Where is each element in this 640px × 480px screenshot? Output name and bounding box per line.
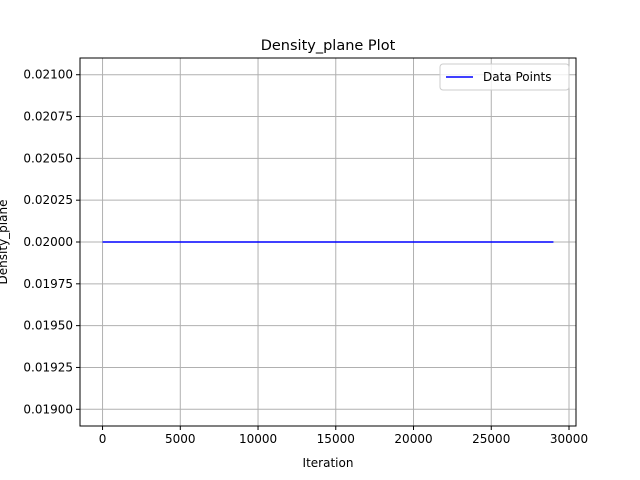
- x-tick-label: 10000: [239, 432, 277, 446]
- x-tick-label: 15000: [317, 432, 355, 446]
- x-tick-label: 5000: [165, 432, 196, 446]
- y-tick-label: 0.02050: [23, 151, 73, 165]
- legend-label: Data Points: [483, 70, 552, 84]
- x-tick-label: 25000: [472, 432, 510, 446]
- y-tick-label: 0.01975: [23, 277, 73, 291]
- x-tick-label: 30000: [550, 432, 588, 446]
- y-tick-label: 0.02000: [23, 235, 73, 249]
- y-tick-label: 0.01925: [23, 360, 73, 374]
- y-tick-label: 0.02075: [23, 110, 73, 124]
- x-axis-label: Iteration: [303, 456, 354, 470]
- y-tick-label: 0.02100: [23, 68, 73, 82]
- y-tick-label: 0.01900: [23, 402, 73, 416]
- legend-box: [439, 63, 570, 91]
- x-tick-label: 20000: [394, 432, 432, 446]
- y-tick-label: 0.02025: [23, 193, 73, 207]
- y-axis: 0.01900 0.01925 0.01950 0.01975 0.02000 0.020…: [23, 68, 80, 416]
- chart-title: Density_plane Plot: [261, 38, 396, 54]
- x-tick-label: 0: [99, 432, 107, 446]
- y-tick-label: 0.01950: [23, 319, 73, 333]
- y-axis-label: Density_plane: [0, 200, 10, 285]
- legend: Data Points: [439, 63, 570, 91]
- x-axis: 0 5000 10000 15000 20000 25000 30000: [99, 426, 588, 446]
